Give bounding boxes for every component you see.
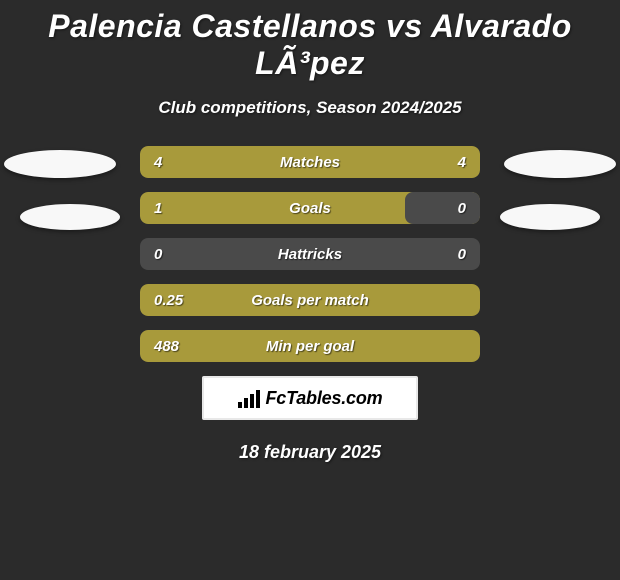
stat-label: Goals per match — [140, 284, 480, 316]
comparison-subtitle: Club competitions, Season 2024/2025 — [0, 98, 620, 118]
stat-row: 488Min per goal — [140, 330, 480, 362]
stat-row: 0Hattricks0 — [140, 238, 480, 270]
bar-chart-icon — [238, 388, 260, 408]
stat-label: Min per goal — [140, 330, 480, 362]
branding-box: FcTables.com — [202, 376, 418, 420]
stat-rows: 4Matches41Goals00Hattricks00.25Goals per… — [140, 146, 480, 362]
comparison-title: Palencia Castellanos vs Alvarado LÃ³pez — [0, 0, 620, 82]
branding-text: FcTables.com — [266, 388, 383, 409]
player-left-ellipse-2 — [20, 204, 120, 230]
stat-row: 4Matches4 — [140, 146, 480, 178]
stat-value-right: 0 — [458, 238, 466, 270]
stat-value-right: 4 — [458, 146, 466, 178]
player-left-ellipse-1 — [4, 150, 116, 178]
player-right-ellipse-1 — [504, 150, 616, 178]
comparison-date: 18 february 2025 — [0, 442, 620, 463]
stat-row: 1Goals0 — [140, 192, 480, 224]
stat-label: Hattricks — [140, 238, 480, 270]
stat-row: 0.25Goals per match — [140, 284, 480, 316]
stat-label: Matches — [140, 146, 480, 178]
stat-label: Goals — [140, 192, 480, 224]
comparison-block: 4Matches41Goals00Hattricks00.25Goals per… — [0, 146, 620, 463]
player-right-ellipse-2 — [500, 204, 600, 230]
stat-value-right: 0 — [458, 192, 466, 224]
